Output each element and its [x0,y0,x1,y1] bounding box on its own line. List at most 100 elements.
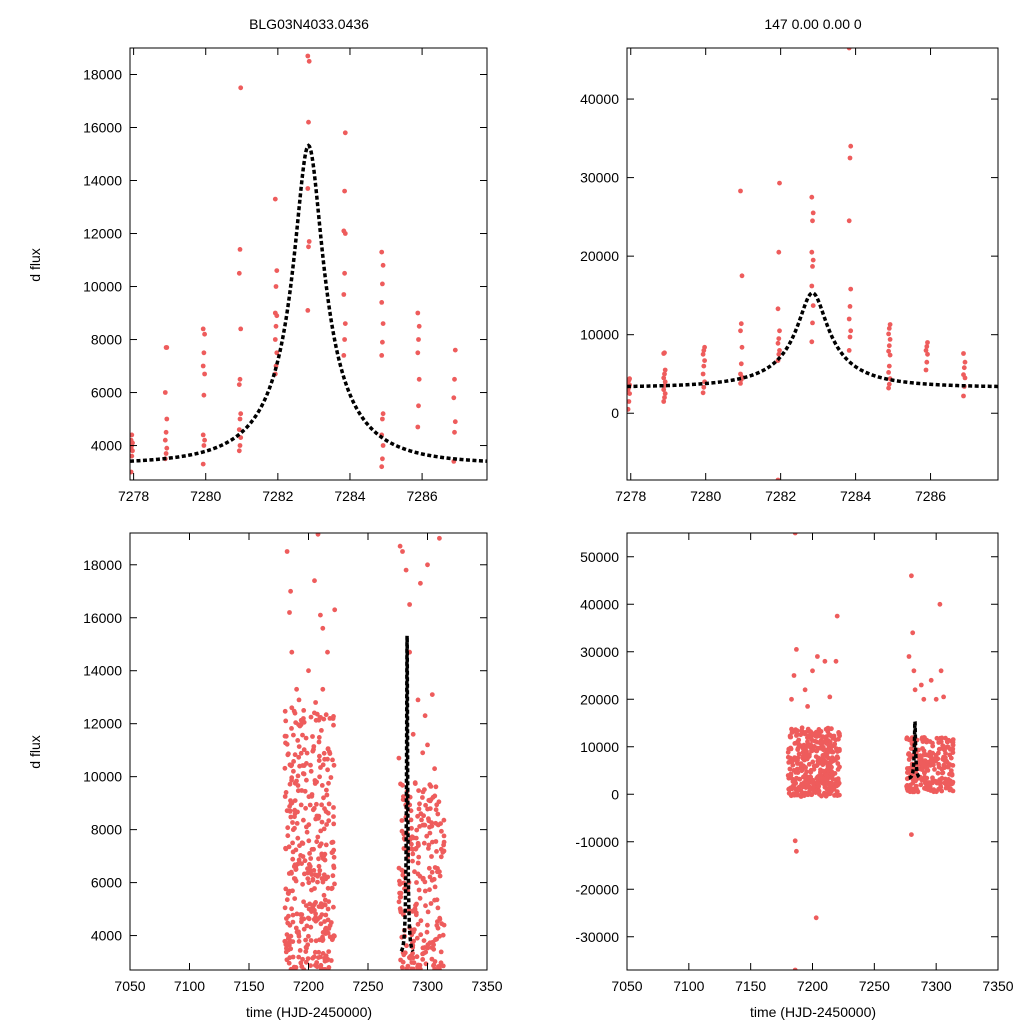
data-point [848,328,854,334]
data-point [282,905,288,911]
data-point [272,310,278,316]
data-point [806,753,812,759]
data-point [296,933,302,939]
data-point [236,448,242,454]
data-point [324,787,329,793]
data-point [808,767,814,773]
data-point [308,714,314,720]
data-points [785,533,956,970]
data-point [420,957,426,962]
data-point [290,954,296,960]
data-point [284,741,290,747]
data-point [801,774,806,780]
data-point [943,755,948,761]
data-point [331,814,336,819]
data-point [430,839,435,845]
data-point [410,908,416,914]
data-point [317,774,322,780]
data-point [917,758,923,764]
data-point [702,358,707,363]
data-point [164,416,170,422]
data-point [906,737,912,743]
data-point [303,937,308,943]
data-point [322,756,327,762]
data-point [293,847,299,853]
data-point [941,694,946,700]
data-point [321,750,327,756]
data-point [738,381,743,386]
data-point [441,817,447,823]
data-point [379,249,385,255]
data-point [319,728,324,733]
data-point [947,752,953,758]
data-point [290,939,296,944]
data-point [202,331,208,337]
y-tick-label: 4000 [91,928,122,944]
x-tick-label: 7250 [859,978,890,994]
data-point [813,739,818,744]
data-point [320,686,326,692]
data-point [810,264,815,269]
data-point [627,391,632,396]
data-point [423,949,429,955]
data-point [294,686,299,692]
data-point [788,746,794,752]
data-point [319,819,325,825]
data-point [326,899,332,904]
data-point [399,818,405,823]
data-point [309,792,315,797]
data-point [418,918,424,924]
data-point [283,718,289,724]
data-point [342,188,347,194]
data-point [300,956,305,962]
xlabel-left: time (HJD-2450000) [246,1004,372,1020]
panel-bottom-left: 7050 7100 7150 7200 7250 7300 7350 4000 6000 8000… [83,532,503,994]
data-point [380,411,386,417]
data-point [306,906,312,912]
data-point [924,359,930,365]
data-point [420,795,425,800]
data-point [321,795,326,801]
data-point [794,733,799,738]
data-point [426,865,432,871]
data-point [816,781,821,787]
data-point [428,901,434,906]
data-point [290,919,296,925]
data-point [300,763,306,768]
data-point [306,119,311,125]
data-points [627,48,968,480]
data-point [437,535,442,541]
data-point [950,763,956,768]
data-point [396,899,402,905]
data-point [313,717,319,723]
plot-frame [129,47,488,481]
data-point [905,766,910,771]
data-point [305,870,310,876]
data-point [285,920,291,926]
data-point [316,856,321,862]
data-point [949,771,955,777]
data-point [420,750,426,756]
data-point [397,881,403,887]
data-point [409,960,415,965]
data-point [296,929,301,935]
data-point [331,805,336,810]
data-point [835,761,841,766]
data-point [427,830,433,836]
data-point [913,784,919,790]
data-point [400,872,406,878]
data-point [416,376,422,382]
data-point [437,915,443,921]
data-point [290,856,296,862]
data-point [308,924,314,930]
data-point [701,363,707,369]
data-point [420,875,426,881]
data-point [292,814,297,820]
data-point [297,948,303,953]
data-point [293,864,299,870]
data-point [423,802,428,808]
data-point [418,932,424,938]
data-point [821,758,827,764]
data-point [304,777,309,783]
data-point [274,268,280,273]
